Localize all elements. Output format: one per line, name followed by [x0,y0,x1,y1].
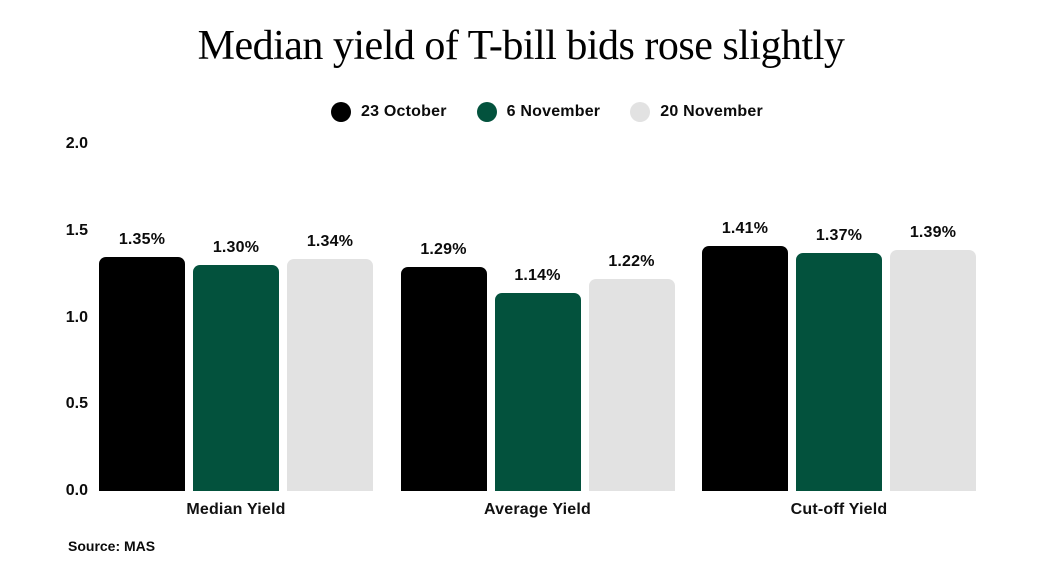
bar-value-label: 1.14% [514,267,561,285]
x-axis-category-label: Median Yield [186,501,286,518]
bar-average-yield-20-november [588,279,675,491]
bar-value-label: 1.41% [721,220,769,238]
legend-item-3: 20 November [630,102,763,122]
bar-cut-off-yield-6-november [796,253,882,491]
bar-value-label: 1.35% [118,230,166,248]
source-note: Source: MAS [68,538,156,554]
y-axis-tick-2.0: 2.0 [65,135,88,152]
x-axis-category-label: Average Yield [484,501,591,518]
bar-value-label: 1.39% [909,223,957,241]
bar-median-yield-20-november [287,258,373,491]
chart-legend: 23 October 6 November 20 November [26,102,1042,122]
legend-item-2: 6 November [476,102,601,122]
legend-dot-icon [331,102,352,122]
bar-value-label: 1.34% [306,232,354,250]
y-axis-tick-0.5: 0.5 [65,395,88,413]
bar-value-label: 1.29% [420,241,467,259]
bar-value-label: 1.30% [212,239,260,257]
legend-label: 20 November [660,103,763,120]
bar-average-yield-23-october [400,267,487,491]
legend-label: 6 November [506,103,601,120]
x-axis-category-label: Cut-off Yield [790,501,888,518]
y-axis-tick-1.5: 1.5 [65,221,88,239]
bar-average-yield-6-november [494,293,581,491]
bar-median-yield-23-october [99,256,185,491]
bar-cut-off-yield-23-october [702,246,788,491]
chart-title: Median yield of T-bill bids rose slightl… [197,23,845,69]
y-axis-tick-0.0: 0.0 [65,482,88,499]
legend-dot-icon [476,102,497,122]
bar-median-yield-6-november [193,265,279,491]
bar-cut-off-yield-20-november [890,249,976,491]
bar-value-label: 1.37% [815,227,863,245]
legend-dot-icon [630,102,651,122]
legend-label: 23 October [361,103,447,120]
legend-item-1: 23 October [331,102,447,122]
y-axis-tick-1.0: 1.0 [65,308,88,326]
bar-value-label: 1.22% [608,253,655,271]
